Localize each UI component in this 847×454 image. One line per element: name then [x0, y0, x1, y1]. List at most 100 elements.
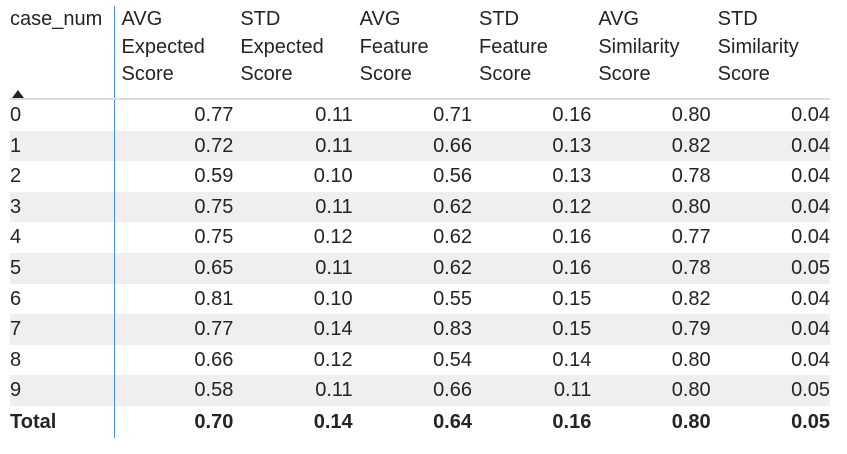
cell-std-expected-score: 0.11 [233, 191, 353, 223]
cell-std-similarity-score: 0.04 [791, 348, 830, 371]
cell-case-num: 2 [10, 161, 115, 192]
column-header-label: STD Similarity Score [717, 8, 799, 85]
cell-std-feature-score: 0.13 [472, 130, 592, 162]
column-header-avg-expected-score[interactable]: AVG Expected Score [114, 6, 233, 99]
cell-std-feature-score: 0.15 [552, 287, 592, 310]
cell-std-similarity-score: 0.04 [710, 191, 830, 223]
column-header-label: AVG Expected Score [121, 8, 205, 85]
cell-std-expected-score: 0.11 [315, 104, 353, 126]
cell-std-expected-score: 0.12 [313, 348, 353, 371]
cell-std-feature-score: 0.13 [552, 165, 592, 188]
total-avg-expected-score: 0.70 [194, 410, 234, 433]
cell-case-num: 1 [10, 130, 115, 162]
data-table: case_num AVG Expected Score STD Expected… [10, 6, 830, 438]
cell-std-feature-score: 0.11 [472, 375, 592, 406]
cell-avg-feature-score: 0.66 [352, 375, 472, 406]
cell-avg-feature-score: 0.71 [433, 104, 472, 126]
header-row: case_num AVG Expected Score STD Expected… [10, 6, 830, 99]
cell-avg-similarity-score: 0.80 [591, 191, 711, 223]
cell-avg-expected-score: 0.59 [194, 165, 234, 188]
column-header-label: STD Feature Score [479, 8, 548, 85]
cell-avg-similarity-score: 0.78 [671, 165, 711, 188]
column-header-label: STD Expected Score [240, 8, 324, 85]
column-header-std-expected-score[interactable]: STD Expected Score [233, 6, 352, 99]
cell-std-similarity-score: 0.04 [791, 287, 830, 310]
cell-avg-feature-score: 0.83 [352, 314, 472, 345]
cell-std-similarity-score: 0.04 [710, 314, 830, 345]
cell-case-num: 7 [10, 314, 115, 345]
cell-avg-feature-score: 0.55 [433, 287, 472, 310]
cell-avg-expected-score: 0.77 [194, 104, 234, 126]
table-row[interactable]: 7 0.77 0.14 0.83 0.15 0.79 0.04 [10, 314, 830, 345]
column-header-label: AVG Similarity Score [598, 8, 680, 85]
cell-case-num: 6 [10, 283, 115, 315]
table-row[interactable]: 2 0.59 0.10 0.56 0.13 0.78 0.04 [10, 161, 830, 192]
table-row[interactable]: 9 0.58 0.11 0.66 0.11 0.80 0.05 [10, 375, 830, 406]
cell-avg-expected-score: 0.72 [114, 130, 234, 162]
cell-avg-feature-score: 0.66 [352, 130, 472, 162]
cell-std-feature-score: 0.16 [552, 104, 592, 126]
cell-avg-similarity-score: 0.82 [671, 287, 711, 310]
cell-case-num: 4 [10, 222, 115, 253]
table-row[interactable]: 5 0.65 0.11 0.62 0.16 0.78 0.05 [10, 252, 830, 284]
cell-avg-similarity-score: 0.82 [591, 130, 711, 162]
column-header-label: case_num [10, 8, 103, 30]
table-row[interactable]: 6 0.81 0.10 0.55 0.15 0.82 0.04 [10, 283, 830, 315]
cell-avg-feature-score: 0.62 [352, 252, 472, 284]
cell-std-expected-score: 0.10 [313, 287, 353, 310]
cell-std-similarity-score: 0.05 [710, 252, 830, 284]
cell-avg-feature-score: 0.54 [433, 348, 472, 371]
cell-avg-similarity-score: 0.80 [671, 348, 711, 371]
cell-avg-feature-score: 0.62 [352, 191, 472, 223]
table-row[interactable]: 8 0.66 0.12 0.54 0.14 0.80 0.04 [10, 344, 830, 376]
cell-case-num: 0 [10, 99, 115, 131]
column-header-std-feature-score[interactable]: STD Feature Score [472, 6, 591, 99]
cell-case-num: 3 [10, 191, 115, 223]
cell-avg-expected-score: 0.75 [114, 191, 234, 223]
cell-std-feature-score: 0.16 [552, 226, 592, 249]
column-header-label: AVG Feature Score [359, 8, 429, 85]
sort-ascending-icon[interactable] [12, 90, 24, 98]
column-header-avg-feature-score[interactable]: AVG Feature Score [353, 6, 472, 99]
cell-std-similarity-score: 0.04 [791, 226, 830, 249]
table-row[interactable]: 4 0.75 0.12 0.62 0.16 0.77 0.04 [10, 222, 830, 253]
cell-std-expected-score: 0.11 [233, 252, 353, 284]
cell-avg-expected-score: 0.66 [194, 348, 234, 371]
total-std-similarity-score: 0.05 [791, 410, 830, 433]
cell-std-expected-score: 0.14 [233, 314, 353, 345]
cell-avg-similarity-score: 0.79 [591, 314, 711, 345]
column-header-std-similarity-score[interactable]: STD Similarity Score [711, 6, 830, 99]
cell-std-feature-score: 0.16 [472, 252, 592, 284]
cell-avg-expected-score: 0.75 [194, 226, 234, 249]
cell-std-similarity-score: 0.05 [710, 375, 830, 406]
cell-avg-expected-score: 0.58 [114, 375, 234, 406]
cell-std-expected-score: 0.11 [233, 375, 353, 406]
total-avg-similarity-score: 0.80 [671, 410, 711, 433]
cell-std-feature-score: 0.15 [472, 314, 592, 345]
column-header-avg-similarity-score[interactable]: AVG Similarity Score [591, 6, 710, 99]
cell-std-feature-score: 0.14 [552, 348, 592, 371]
cell-avg-feature-score: 0.56 [433, 165, 472, 188]
cell-std-expected-score: 0.10 [313, 165, 353, 188]
table-row[interactable]: 1 0.72 0.11 0.66 0.13 0.82 0.04 [10, 130, 830, 162]
cell-avg-similarity-score: 0.77 [671, 226, 711, 249]
cell-std-expected-score: 0.12 [313, 226, 353, 249]
cell-std-similarity-score: 0.04 [791, 165, 830, 188]
table-row[interactable]: 0 0.77 0.11 0.71 0.16 0.80 0.04 [10, 99, 830, 131]
cell-std-expected-score: 0.11 [233, 130, 353, 162]
total-row: Total 0.70 0.14 0.64 0.16 0.80 0.05 [10, 405, 830, 438]
cell-avg-expected-score: 0.81 [194, 287, 234, 310]
table-row[interactable]: 3 0.75 0.11 0.62 0.12 0.80 0.04 [10, 191, 830, 223]
cell-avg-similarity-score: 0.80 [671, 104, 711, 126]
cell-avg-expected-score: 0.65 [114, 252, 234, 284]
cell-avg-similarity-score: 0.80 [591, 375, 711, 406]
cell-std-feature-score: 0.12 [472, 191, 592, 223]
cell-avg-similarity-score: 0.78 [591, 252, 711, 284]
total-std-expected-score: 0.14 [313, 410, 353, 433]
cell-avg-expected-score: 0.77 [114, 314, 234, 345]
total-std-feature-score: 0.16 [552, 410, 592, 433]
cell-case-num: 8 [10, 344, 115, 376]
column-header-case-num[interactable]: case_num [10, 6, 115, 99]
cell-avg-feature-score: 0.62 [433, 226, 472, 249]
total-avg-feature-score: 0.64 [433, 410, 472, 433]
